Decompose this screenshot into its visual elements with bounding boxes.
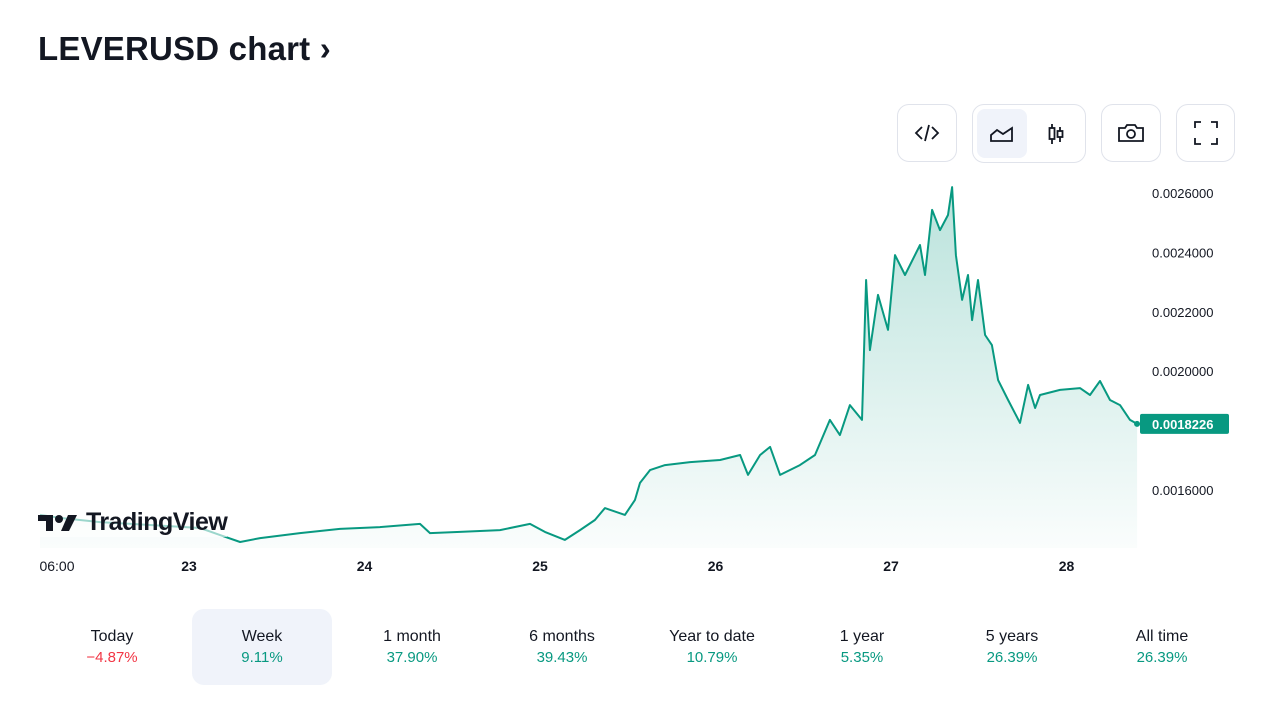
title-text: LEVERUSD chart xyxy=(38,30,311,67)
period-6-months[interactable]: 6 months 39.43% xyxy=(492,609,632,685)
performance-periods: Today −4.87% Week 9.11% 1 month 37.90% 6 month… xyxy=(42,609,1232,685)
area-chart-icon xyxy=(990,125,1013,142)
period-all-time[interactable]: All time 26.39% xyxy=(1092,609,1232,685)
price-line xyxy=(39,186,1138,543)
last-price-label: 0.0018226 xyxy=(1152,417,1213,432)
period-label: 6 months xyxy=(529,628,595,645)
last-price-tag xyxy=(1140,413,1229,434)
period-label: 1 year xyxy=(839,628,885,645)
period-change: 9.11% xyxy=(241,649,283,666)
code-icon xyxy=(914,124,940,142)
price-area-fill xyxy=(40,187,1138,548)
period-1-year[interactable]: 1 year 5.35% xyxy=(792,609,932,685)
x-tick-label: 23 xyxy=(181,558,197,574)
fullscreen-button[interactable] xyxy=(1176,104,1235,162)
period-change: 26.39% xyxy=(1136,649,1188,666)
tradingview-logo-icon xyxy=(38,514,77,531)
logo-text: TradingView xyxy=(86,508,228,536)
x-tick-label: 24 xyxy=(357,558,373,574)
chart-style-toggle xyxy=(972,104,1086,163)
period-label: Today xyxy=(90,628,134,645)
period-label: Week xyxy=(241,628,283,645)
y-tick-label: 0.0024000 xyxy=(1152,245,1213,260)
candlestick-icon xyxy=(1048,123,1064,144)
period-week[interactable]: Week 9.11% xyxy=(192,609,332,685)
chevron-right-icon: › xyxy=(319,30,331,67)
period-change: 37.90% xyxy=(386,649,438,666)
period-today[interactable]: Today −4.87% xyxy=(42,609,182,685)
period-change: 10.79% xyxy=(686,649,738,666)
period-change: 5.35% xyxy=(840,649,884,666)
period-label: Year to date xyxy=(669,628,755,645)
candlestick-chart-button[interactable] xyxy=(1031,109,1081,158)
camera-icon xyxy=(1118,124,1144,142)
x-tick-label: 26 xyxy=(708,558,724,574)
y-tick-label: 0.0026000 xyxy=(1152,186,1213,201)
y-tick-label: 0.0020000 xyxy=(1152,364,1213,379)
line-chart-button[interactable] xyxy=(977,109,1027,158)
period-5-years[interactable]: 5 years 26.39% xyxy=(942,609,1082,685)
period-label: 5 years xyxy=(985,628,1039,645)
period-change: 39.43% xyxy=(536,649,588,666)
fullscreen-icon xyxy=(1193,121,1218,145)
period-label: All time xyxy=(1135,628,1189,645)
period-year-to-date[interactable]: Year to date 10.79% xyxy=(642,609,782,685)
page-title[interactable]: LEVERUSD chart › xyxy=(38,30,331,68)
period-1-month[interactable]: 1 month 37.90% xyxy=(342,609,482,685)
x-tick-label: 25 xyxy=(532,558,548,574)
snapshot-button[interactable] xyxy=(1101,104,1161,162)
y-tick-label: 0.0022000 xyxy=(1152,305,1213,320)
period-change: 26.39% xyxy=(986,649,1038,666)
period-change: −4.87% xyxy=(86,649,138,666)
last-price-dot xyxy=(1134,420,1141,427)
y-tick-label: 0.0016000 xyxy=(1152,483,1213,498)
embed-code-button[interactable] xyxy=(897,104,957,162)
tradingview-logo[interactable]: TradingView xyxy=(38,508,228,537)
period-label: 1 month xyxy=(383,628,441,645)
x-tick-label: 27 xyxy=(883,558,899,574)
x-tick-label: 28 xyxy=(1059,558,1075,574)
x-tick-label: 06:00 xyxy=(39,558,74,574)
